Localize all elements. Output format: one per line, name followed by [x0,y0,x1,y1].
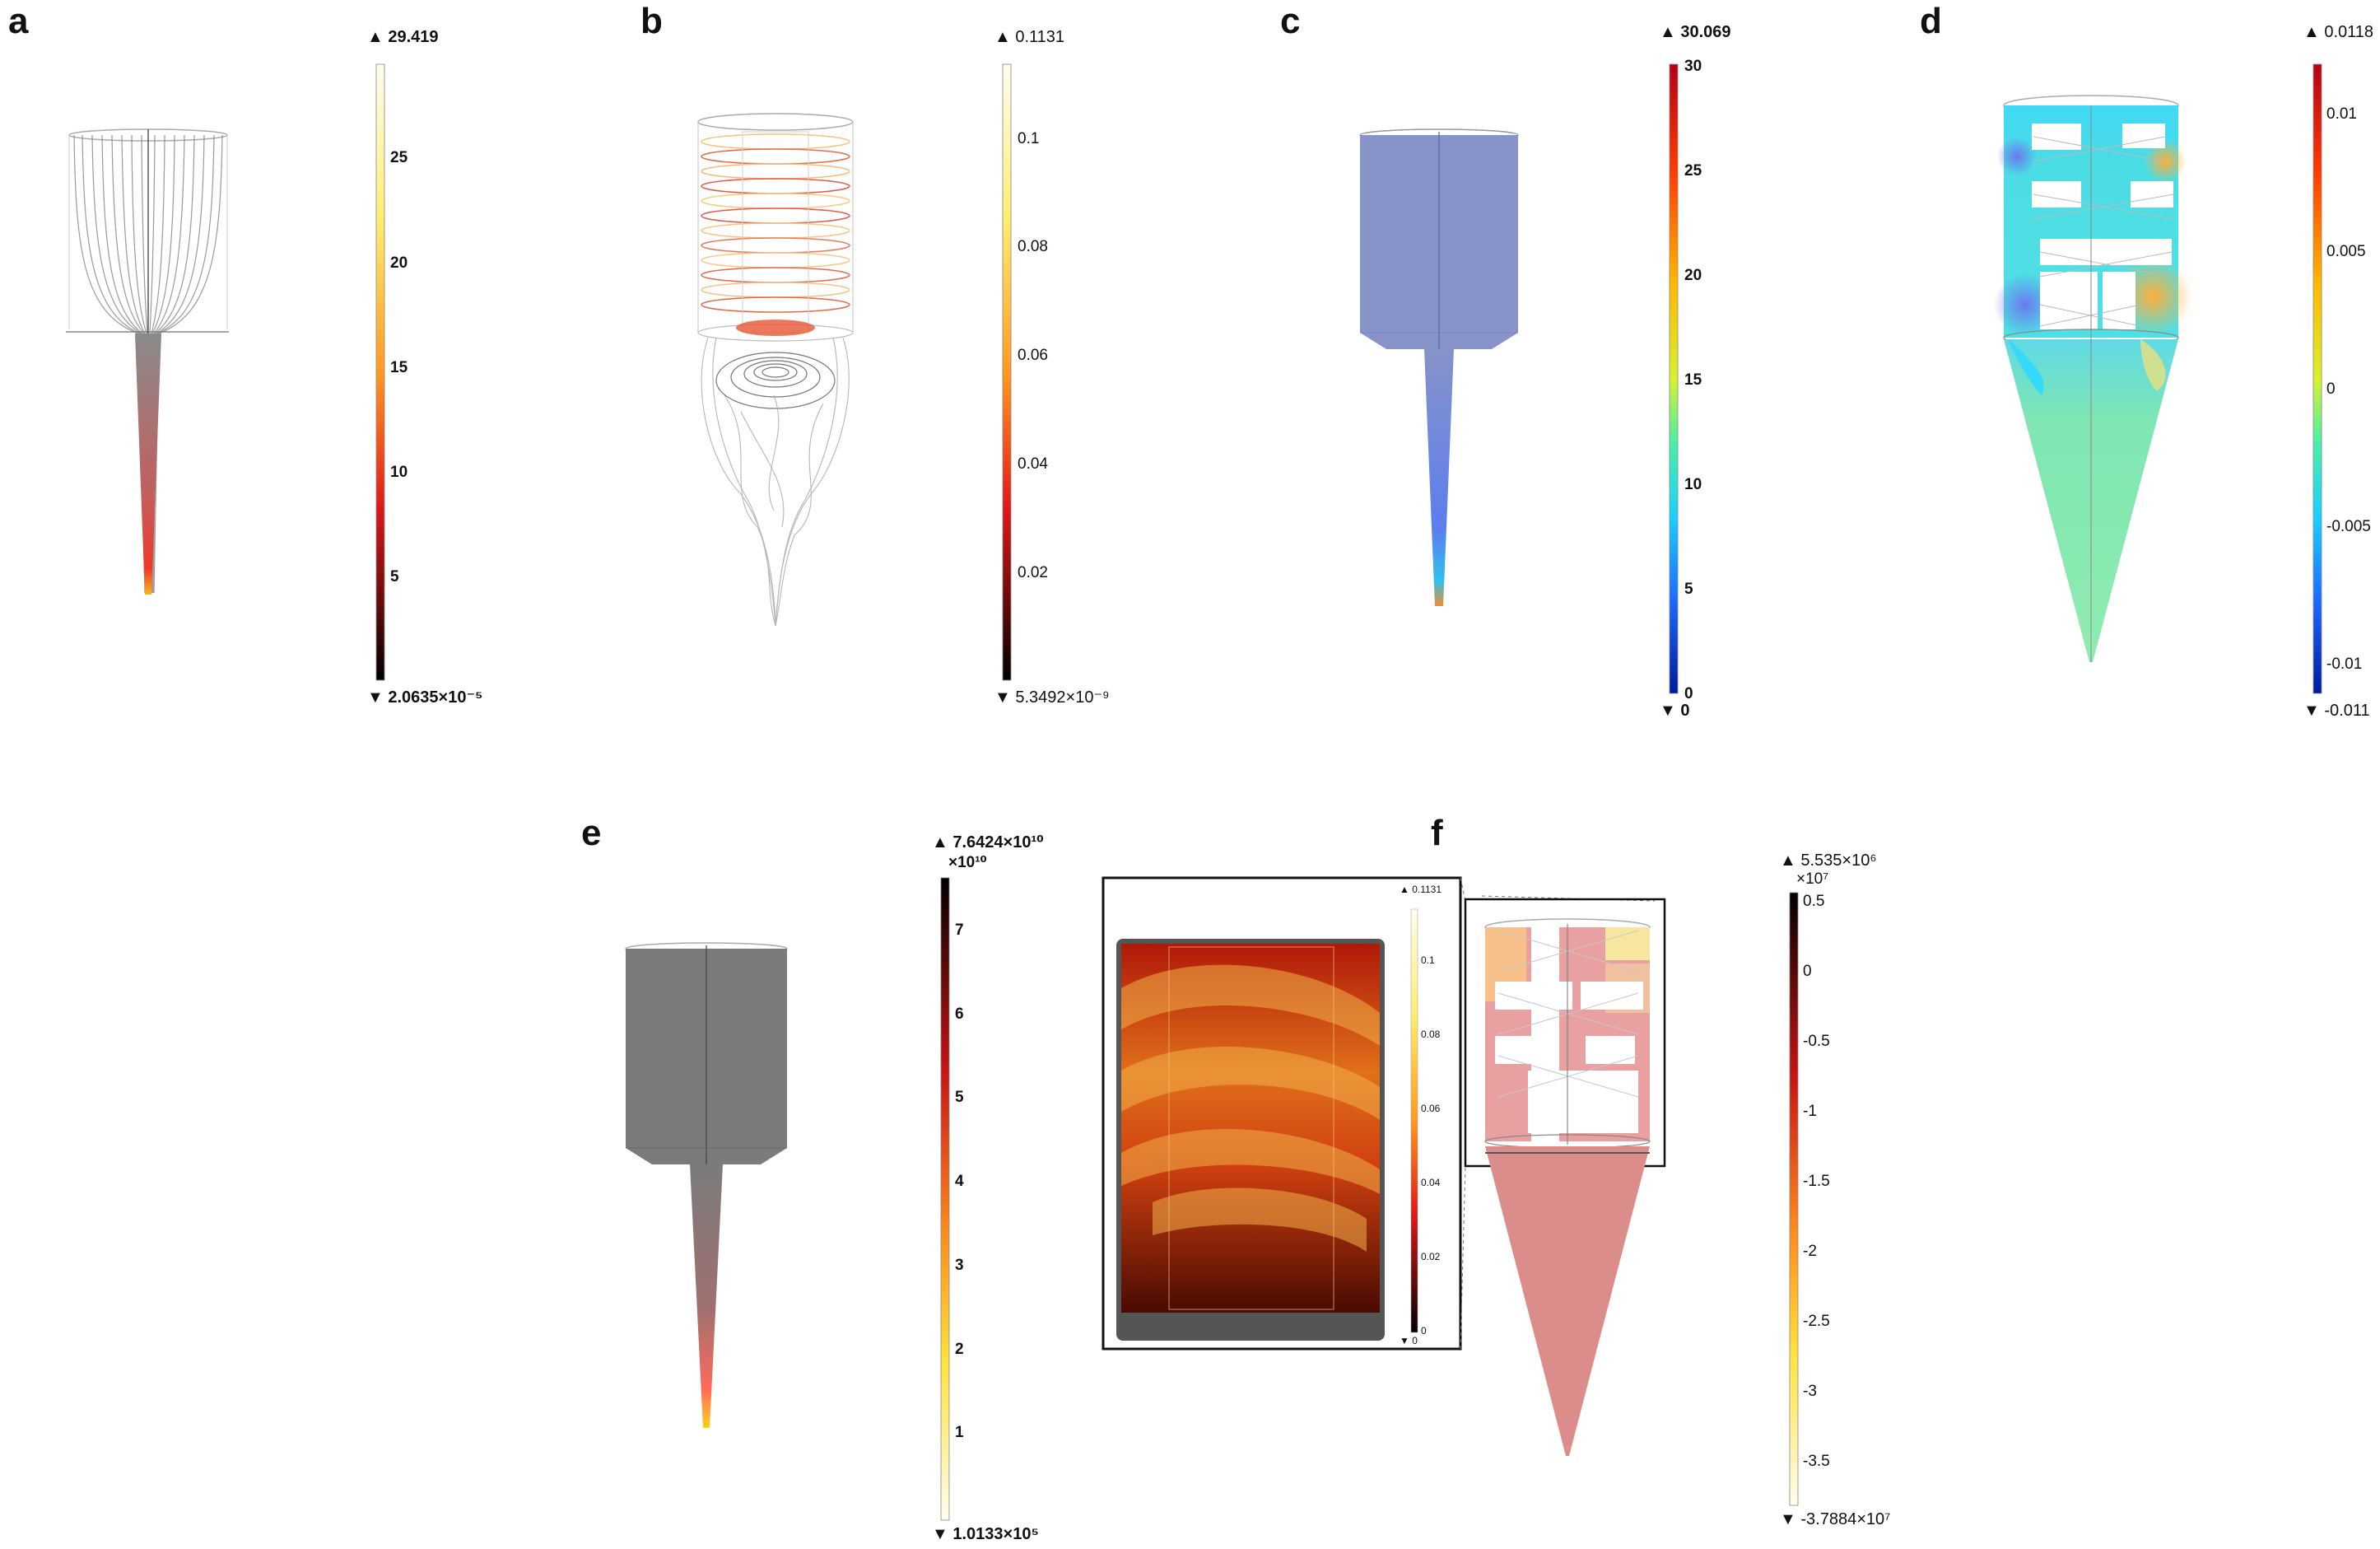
colorbar-c-tick: 0 [1684,685,1693,702]
colorbar-e-tick: 5 [955,1089,964,1106]
colorbar-c-tick: 5 [1684,581,1693,598]
panel-a-streamlines [66,128,229,595]
colorbar-e-tick: 1 [955,1424,964,1441]
panel-c-velocity [1359,128,1519,606]
colorbar-a-tick: 20 [390,254,408,272]
panel-e-pressure [625,942,788,1428]
colorbar-d-tick: 0.005 [2326,243,2366,260]
colorbar-f-tick: -1 [1803,1103,1817,1120]
colorbar-a-tick: 10 [390,464,408,481]
panel-letter-b: b [640,1,663,41]
colorbar-f-tick: -0.5 [1803,1033,1830,1050]
colorbar-e-multiplier: ×10¹⁰ [948,854,987,871]
colorbar-c-tick: 10 [1684,476,1702,493]
colorbar-a-max: ▲ 29.419 [367,28,439,46]
colorbar-b-tick: 0.04 [1018,455,1048,473]
colorbar-c-tick: 25 [1684,162,1702,180]
colorbar-f-tick: -2 [1803,1243,1817,1260]
colorbar-c-tick: 15 [1684,371,1702,389]
colorbar-f-min: ▼ -3.7884×10⁷ [1780,1510,1891,1528]
colorbar-b [1002,63,1012,681]
colorbar-a-tick: 25 [390,149,408,166]
colorbar-a-min: ▼ 2.0635×10⁻⁵ [367,688,483,707]
colorbar-e-min: ▼ 1.0133×10⁵ [932,1525,1039,1543]
colorbar-f-tick: -1.5 [1803,1173,1830,1190]
panel-letter-c: c [1280,1,1301,41]
colorbar-c-min: ▼ 0 [1660,702,1690,720]
colorbar-d-min: ▼ -0.011 [2303,702,2370,720]
colorbar-d-tick: -0.01 [2326,656,2363,673]
colorbar-e-tick: 7 [955,921,964,939]
colorbar-d-tick: 0 [2326,380,2336,398]
panel-letter-f: f [1431,813,1443,853]
colorbar-e-tick: 3 [955,1257,964,1274]
colorbar-b-tick: 0.08 [1018,238,1048,255]
colorbar-f-tick: -2.5 [1803,1313,1830,1330]
inset-colorbar-max: ▲ 0.1131 [1400,884,1442,895]
inset-colorbar-tick: 0.1 [1421,954,1435,966]
inset-colorbar [1410,908,1418,1333]
colorbar-e-max: ▲ 7.6424×10¹⁰ [932,833,1044,851]
panel-letter-d: d [1920,1,1942,41]
colorbar-b-tick: 0.06 [1018,347,1048,364]
colorbar-d [2312,63,2322,694]
inset-colorbar-tick: 0.08 [1421,1029,1441,1040]
colorbar-a [375,63,385,681]
colorbar-f-tick: 0.5 [1803,893,1825,910]
colorbar-e-tick: 6 [955,1005,964,1023]
panel-f-inset [1102,876,1666,1351]
colorbar-f-tick: -3.5 [1803,1453,1830,1470]
panel-letter-a: a [8,1,29,41]
inset-colorbar-min: ▼ 0 [1400,1335,1418,1346]
colorbar-d-max: ▲ 0.0118 [2303,23,2374,41]
colorbar-c-tick: 30 [1684,58,1702,75]
panel-f-pressure [1484,918,1651,1456]
inset-colorbar-tick: 0.04 [1421,1177,1441,1188]
panel-b-vortex [697,113,854,627]
colorbar-f-tick: 0 [1803,963,1812,980]
colorbar-b-tick: 0.02 [1018,564,1048,581]
colorbar-e-tick: 2 [955,1341,964,1358]
colorbar-b-tick: 0.1 [1018,130,1040,147]
colorbar-a-tick: 15 [390,359,408,376]
colorbar-d-tick: -0.005 [2326,518,2371,535]
colorbar-f-multiplier: ×10⁷ [1796,870,1829,888]
colorbar-a-tick: 5 [390,568,399,586]
inset-colorbar-tick: 0 [1421,1325,1427,1337]
colorbar-e [940,877,950,1521]
colorbar-f-max: ▲ 5.535×10⁶ [1780,851,1877,870]
colorbar-e-tick: 4 [955,1173,964,1190]
inset-colorbar-tick: 0.06 [1421,1103,1441,1114]
colorbar-f-tick: -3 [1803,1383,1817,1400]
panel-letter-e: e [581,813,602,853]
colorbar-c-max: ▲ 30.069 [1660,23,1731,41]
colorbar-c [1669,63,1679,694]
colorbar-b-min: ▼ 5.3492×10⁻⁹ [994,688,1110,707]
colorbar-b-max: ▲ 0.1131 [994,28,1065,46]
inset-colorbar-tick: 0.02 [1421,1251,1441,1262]
colorbar-d-tick: 0.01 [2326,105,2357,123]
panel-d-shear [1994,95,2192,662]
colorbar-f [1789,892,1799,1506]
colorbar-c-tick: 20 [1684,267,1702,284]
